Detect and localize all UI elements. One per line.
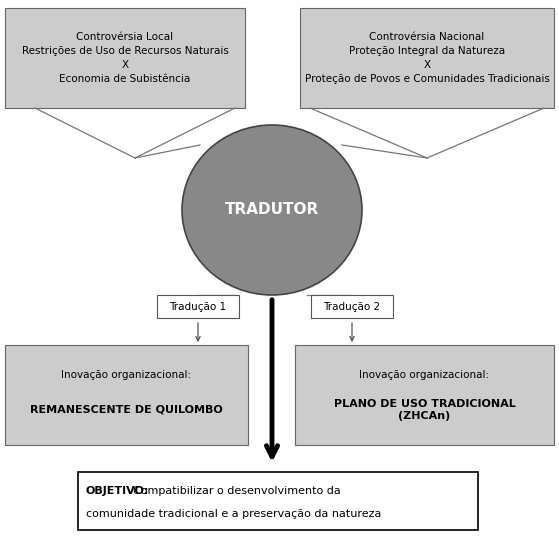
Text: Inovação organizacional:: Inovação organizacional: [359, 370, 490, 380]
Text: PLANO DE USO TRADICIONAL
(ZHCAn): PLANO DE USO TRADICIONAL (ZHCAn) [334, 399, 515, 421]
Text: REMANESCENTE DE QUILOMBO: REMANESCENTE DE QUILOMBO [30, 405, 223, 415]
FancyBboxPatch shape [311, 295, 393, 318]
Ellipse shape [182, 125, 362, 295]
Text: Tradução 2: Tradução 2 [324, 301, 381, 312]
Text: comunidade tradicional e a preservação da natureza: comunidade tradicional e a preservação d… [86, 509, 381, 519]
Text: Controvérsia Nacional
Proteção Integral da Natureza
X
Proteção de Povos e Comuni: Controvérsia Nacional Proteção Integral … [305, 32, 549, 84]
FancyBboxPatch shape [5, 8, 245, 108]
Text: Tradução 1: Tradução 1 [169, 301, 226, 312]
FancyBboxPatch shape [295, 345, 554, 445]
Text: TRADUTOR: TRADUTOR [225, 203, 319, 217]
FancyBboxPatch shape [5, 345, 248, 445]
Text: Inovação organizacional:: Inovação organizacional: [61, 370, 192, 380]
Text: Controvérsia Local
Restrições de Uso de Recursos Naturais
X
Economia de Subistên: Controvérsia Local Restrições de Uso de … [22, 32, 229, 84]
FancyBboxPatch shape [157, 295, 239, 318]
Text: Compatibilizar o desenvolvimento da: Compatibilizar o desenvolvimento da [133, 486, 341, 496]
FancyBboxPatch shape [300, 8, 554, 108]
FancyBboxPatch shape [78, 472, 478, 530]
Text: OBJETIVO:: OBJETIVO: [86, 486, 149, 496]
